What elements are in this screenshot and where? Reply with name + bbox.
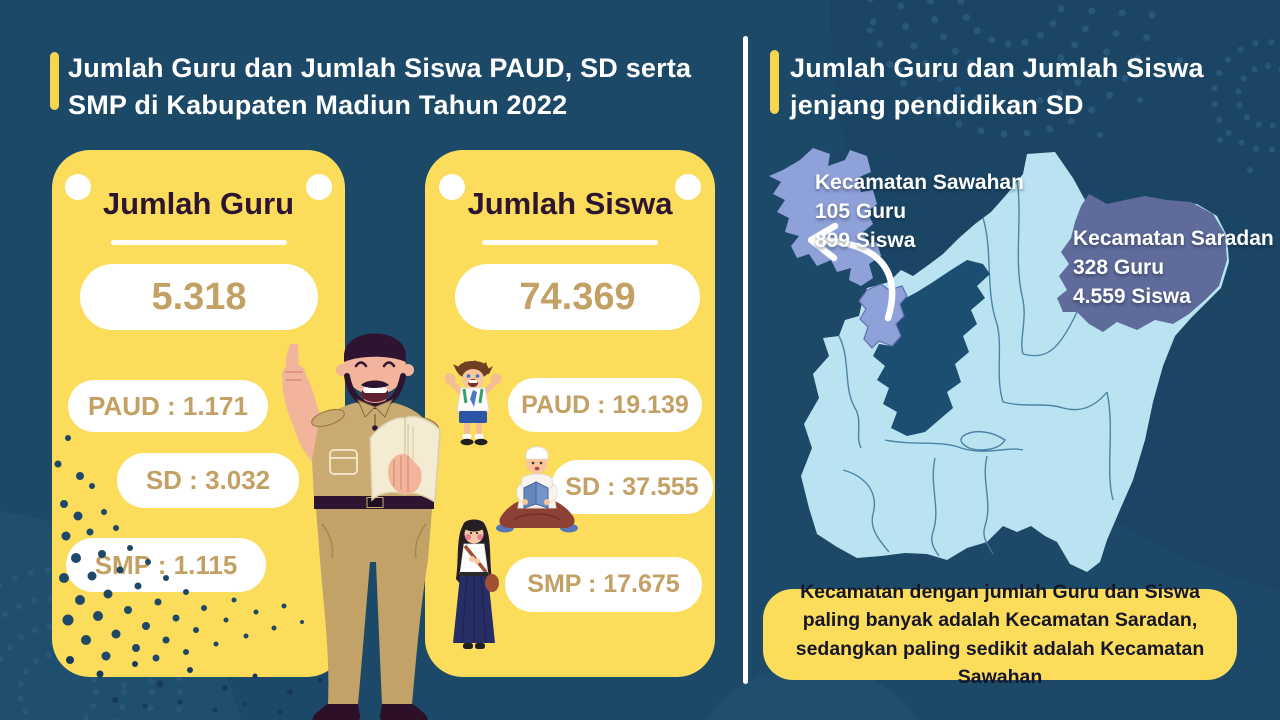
- dark-district-shape: [873, 260, 990, 436]
- saradan-district-shape: [1057, 194, 1227, 332]
- dots-pattern-card: [54, 435, 304, 662]
- siswa-card-title: Jumlah Siswa: [467, 186, 673, 221]
- cheering-boy-illustration: [444, 360, 502, 446]
- guru-smp-pill: SMP : 1.115: [66, 538, 266, 592]
- saradan-guru: 328 Guru: [1073, 256, 1165, 279]
- teacher-illustration: [282, 333, 441, 720]
- reading-boy-illustration: [496, 446, 578, 533]
- siswa-sd-pill: SD : 37.555: [551, 460, 713, 514]
- right-title-line1: Jumlah Guru dan Jumlah Siswa: [790, 53, 1204, 83]
- card-hole-left: [65, 174, 91, 200]
- saradan-name: Kecamatan Saradan: [1073, 227, 1274, 250]
- sawahan-name: Kecamatan Sawahan: [815, 171, 1024, 194]
- map-of-kabupaten-madiun: [769, 148, 1229, 572]
- arrow-icon: [807, 222, 896, 322]
- guru-card-title: Jumlah Guru: [102, 186, 295, 221]
- siswa-total-pill: 74.369: [455, 264, 700, 330]
- left-title-accent-bar: [50, 52, 59, 110]
- siswa-paud-pill: PAUD : 19.139: [508, 378, 702, 432]
- conclusion-note-text: Kecamatan dengan jumlah Guru dan Siswa p…: [795, 580, 1205, 688]
- guru-card-underline: [110, 240, 287, 245]
- sawahan-guru: 105 Guru: [815, 200, 907, 223]
- map-container: Kecamatan Sawahan 105 Guru 899 Siswa Kec…: [755, 140, 1280, 600]
- siswa-card-underline: [482, 240, 658, 245]
- dots-pattern-background: [66, 656, 353, 714]
- right-panel-title: Jumlah Guru dan Jumlah Siswa jenjang pen…: [790, 50, 1204, 124]
- sawahan-enlarged-shape: [769, 148, 881, 286]
- schoolgirl-illustration: [453, 519, 499, 649]
- sawahan-callout-label: Kecamatan Sawahan 105 Guru 899 Siswa: [815, 168, 1024, 255]
- right-title-accent-bar: [770, 50, 779, 114]
- left-title-line2: SMP di Kabupaten Madiun Tahun 2022: [68, 90, 568, 120]
- sawahan-siswa: 899 Siswa: [815, 229, 916, 252]
- guru-paud-pill: PAUD : 1.171: [68, 380, 268, 432]
- card-hole-right: [306, 174, 332, 200]
- card-hole-left: [439, 174, 465, 200]
- saradan-siswa: 4.559 Siswa: [1073, 285, 1191, 308]
- right-title-line2: jenjang pendidikan SD: [790, 90, 1084, 120]
- guru-sd-pill: SD : 3.032: [117, 453, 299, 508]
- section-divider: [743, 36, 748, 684]
- saradan-callout-label: Kecamatan Saradan 328 Guru 4.559 Siswa: [1073, 224, 1274, 311]
- left-title-line1: Jumlah Guru dan Jumlah Siswa PAUD, SD se…: [68, 53, 692, 83]
- conclusion-note-box: Kecamatan dengan jumlah Guru dan Siswa p…: [763, 581, 1237, 688]
- left-panel-title: Jumlah Guru dan Jumlah Siswa PAUD, SD se…: [68, 50, 691, 124]
- guru-total-pill: 5.318: [80, 264, 318, 330]
- siswa-smp-pill: SMP : 17.675: [505, 557, 702, 612]
- card-hole-right: [675, 174, 701, 200]
